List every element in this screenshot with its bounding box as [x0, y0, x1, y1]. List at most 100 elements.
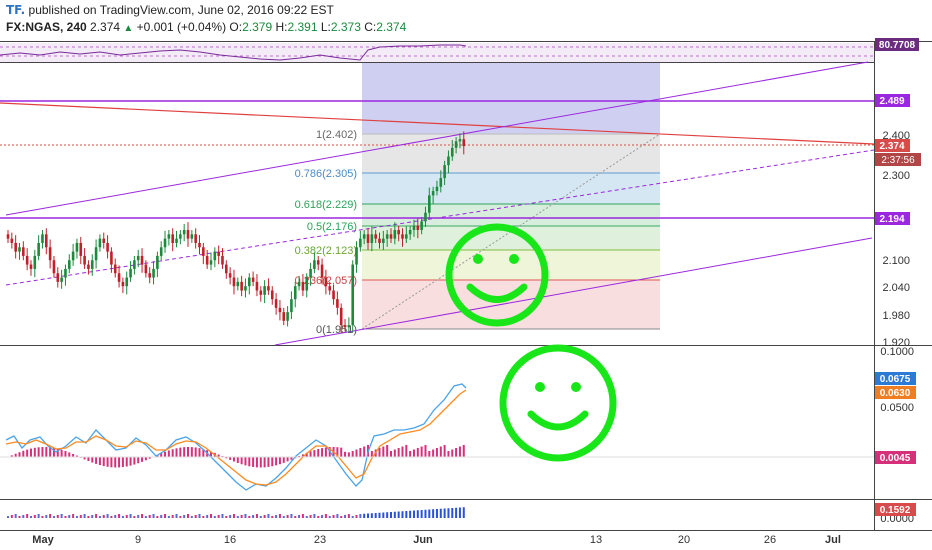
macd-hist-bar [290, 457, 293, 460]
time-axis[interactable]: May 9 16 23 Jun 13 20 26 Jul [32, 534, 841, 546]
candle-body [270, 290, 274, 300]
momentum-bar [98, 516, 101, 518]
macd-hist-bar [455, 448, 458, 458]
candle-body [313, 260, 316, 269]
red-trendline[interactable] [0, 102, 875, 145]
candle-body [301, 281, 305, 291]
macd-hist-bar [240, 457, 243, 465]
low-label: L: [320, 20, 331, 34]
macd-hist-bar [194, 447, 197, 458]
macd-slow-line [5, 383, 467, 491]
momentum-bar [37, 514, 40, 518]
tradingview-logo-icon[interactable]: TF. [6, 3, 26, 17]
momentum-bar [213, 516, 216, 518]
macd-signal-badge: 0.0675 [875, 372, 916, 385]
channel-lower[interactable] [274, 237, 873, 346]
candle-body [167, 234, 171, 239]
macd-hist-bar [209, 451, 212, 458]
macd-hist-bar [309, 451, 312, 458]
macd-hist-bar [340, 447, 343, 458]
momentum-bar [324, 514, 327, 518]
fib-label-0618: 0.618(2.229) [295, 199, 357, 211]
macd-hist-bar [156, 454, 159, 458]
macd-hist-bar [347, 452, 350, 458]
fib-zone-0382 [362, 250, 660, 280]
macd-hist-bar [428, 451, 431, 458]
candle-body [236, 281, 240, 287]
last-price: 2.374 [90, 20, 121, 34]
macd-hist-bar [409, 451, 412, 458]
last-price-badge: 2.374 [875, 139, 910, 152]
smiley-face-icon[interactable] [499, 344, 617, 462]
momentum-badge-text: 0.1592 [880, 505, 911, 516]
macd-hist-bar [18, 452, 21, 458]
candle-body [355, 247, 358, 265]
momentum-bar [225, 516, 228, 518]
resistance-badge-text: 2.489 [879, 96, 904, 107]
candle-body [18, 247, 21, 252]
macd-hist-bar [87, 457, 90, 462]
macd-hist-bar [22, 450, 25, 458]
candle-body [225, 264, 228, 274]
momentum-bar [133, 516, 136, 518]
price-pane[interactable]: 1(2.402) 0.786(2.305) 0.618(2.229) 0.5(2… [0, 61, 875, 346]
price-change: +0.001 (+0.04%) [136, 20, 227, 34]
momentum-bar [401, 511, 404, 518]
channel-upper[interactable] [5, 61, 869, 216]
candle-body [320, 264, 324, 278]
momentum-bar [206, 515, 209, 518]
macd-hist-bar [255, 457, 258, 468]
symbol-legend: FX:NGAS, 240 2.374 ▲ +0.001 (+0.04%) O:2… [6, 20, 406, 34]
macd-hist-bar [60, 449, 63, 458]
rsi-pane[interactable] [0, 43, 874, 62]
macd-hist-bar [252, 457, 255, 467]
momentum-bar [301, 514, 304, 518]
momentum-bar [424, 509, 427, 518]
candle-body [232, 277, 236, 287]
momentum-bar [141, 514, 144, 518]
macd-hist-bar [98, 457, 101, 466]
candle-body [179, 234, 182, 239]
macd-hist-badge-text: 0.0045 [880, 453, 911, 464]
support-badge-text: 2.194 [879, 214, 904, 225]
momentum-bar [198, 514, 201, 518]
macd-tick: 0.0500 [880, 402, 914, 414]
fib-zone-0618 [362, 204, 660, 226]
candlestick-series[interactable] [6, 131, 466, 334]
macd-hist-bar [141, 457, 144, 462]
momentum-bar [458, 507, 461, 518]
time-tick: 20 [678, 534, 690, 546]
macd-axis[interactable]: 0.1000 0.0500 [880, 346, 914, 414]
macd-pane[interactable] [0, 344, 874, 491]
momentum-bar [278, 514, 281, 518]
price-tick: 2.040 [882, 282, 910, 294]
candle-body [366, 234, 370, 243]
candle-body [182, 229, 186, 235]
macd-hist-bar [313, 450, 316, 458]
candle-body [121, 281, 125, 287]
projection-box[interactable] [362, 63, 660, 134]
macd-hist-bar [259, 457, 262, 468]
macd-hist-bar [359, 448, 362, 458]
momentum-pane[interactable] [7, 507, 465, 518]
momentum-bar [14, 514, 17, 518]
candle-body [339, 307, 343, 326]
macd-hist-bar [160, 453, 163, 458]
smiley-face-icon[interactable] [445, 223, 549, 327]
candle-body [198, 242, 201, 248]
momentum-bar [420, 510, 423, 518]
macd-hist-bar [397, 448, 400, 458]
fib-zone-1 [362, 134, 660, 173]
momentum-bar [179, 516, 182, 518]
momentum-bar [305, 516, 308, 518]
macd-hist-bar [275, 457, 278, 466]
candle-body [424, 212, 427, 222]
macd-hist-bar [129, 457, 132, 466]
candle-body [343, 325, 347, 328]
candle-body [217, 251, 220, 256]
candle-body [213, 251, 217, 261]
macd-hist-bar [125, 457, 128, 467]
symbol-name[interactable]: FX:NGAS, 240 [6, 20, 87, 34]
momentum-bar [64, 516, 67, 518]
macd-tick: 0.1000 [880, 346, 914, 358]
